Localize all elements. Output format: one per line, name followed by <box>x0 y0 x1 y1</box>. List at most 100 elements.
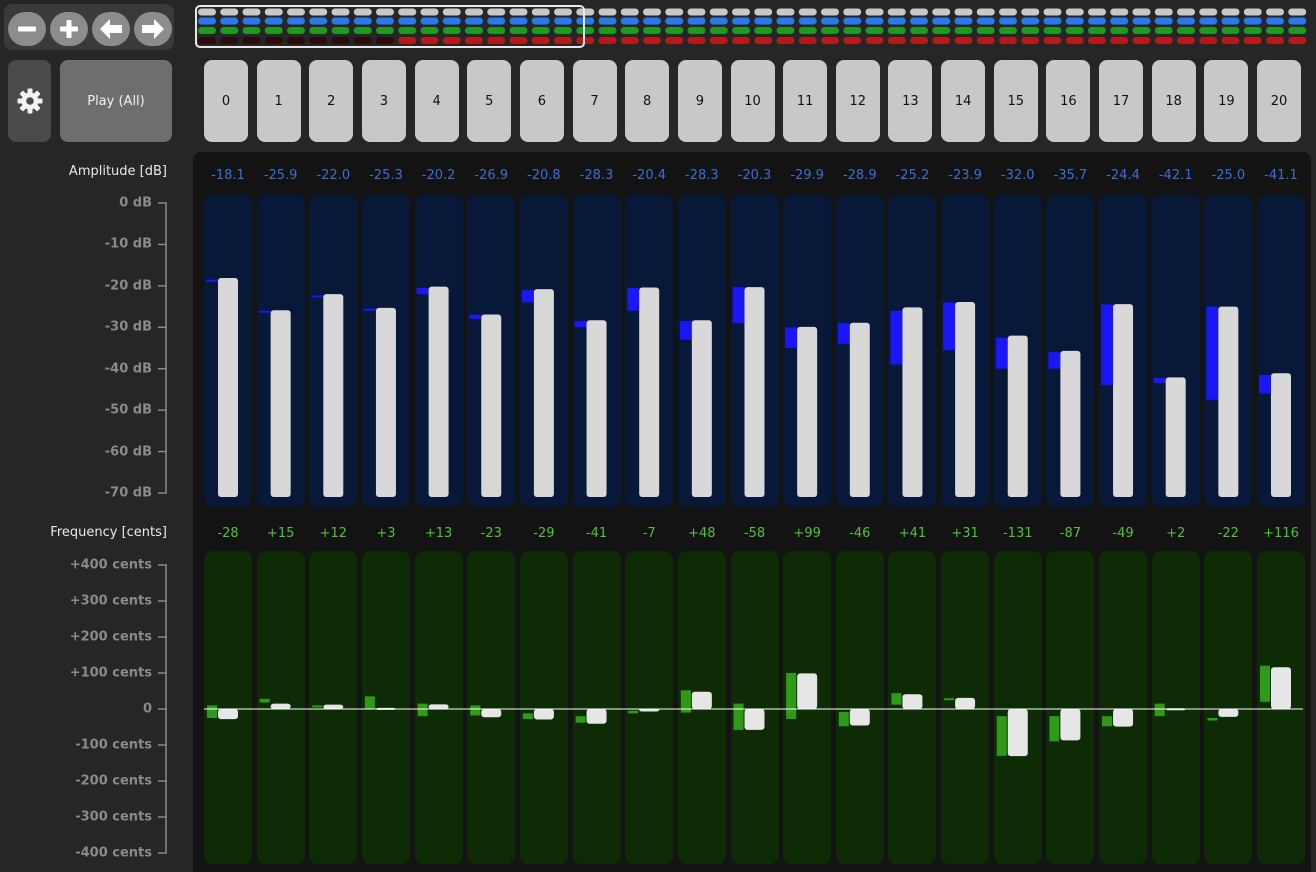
frequency-slider[interactable] <box>467 551 516 864</box>
pitch-row-marker <box>242 27 261 34</box>
frequency-slider[interactable] <box>361 551 410 864</box>
amplitude-tick-label: -10 dB <box>104 236 152 252</box>
frequency-slider[interactable] <box>677 551 726 864</box>
amplitude-slider[interactable] <box>625 195 674 507</box>
amplitude-slider[interactable] <box>414 195 463 507</box>
channel-button[interactable]: 3 <box>361 60 406 142</box>
arrow-right-icon <box>142 19 164 39</box>
amplitude-slider[interactable] <box>730 195 779 507</box>
channel-button[interactable]: 12 <box>835 60 880 142</box>
error-row-marker <box>665 37 684 44</box>
channel-button[interactable]: 2 <box>309 60 354 142</box>
amplitude-tick-label: -30 dB <box>104 319 152 335</box>
overview-marker <box>798 8 817 16</box>
overview-marker <box>554 8 572 16</box>
error-row-marker <box>1288 37 1307 44</box>
frequency-slider[interactable] <box>1151 551 1200 864</box>
amplitude-slider[interactable] <box>1204 195 1253 507</box>
pitch-row-marker <box>821 27 839 34</box>
play-all-button[interactable]: Play (All) <box>60 60 172 142</box>
amplitude-slider[interactable] <box>309 195 358 507</box>
channel-button[interactable]: 9 <box>677 60 722 142</box>
amplitude-slider[interactable] <box>1099 195 1148 507</box>
zoom-out-button[interactable] <box>8 12 46 46</box>
amplitude-slider[interactable] <box>361 195 410 507</box>
frequency-slider[interactable] <box>256 551 305 864</box>
amplitude-slider[interactable] <box>256 195 305 507</box>
zoom-in-button[interactable] <box>50 12 88 46</box>
channel-button[interactable]: 17 <box>1099 60 1144 142</box>
overview-strip[interactable] <box>196 6 1310 46</box>
amplitude-slider[interactable] <box>783 195 832 507</box>
error-row-marker <box>821 37 839 44</box>
channel-button[interactable]: 19 <box>1204 60 1249 142</box>
error-row-marker <box>1266 37 1284 44</box>
frequency-slider[interactable] <box>414 551 463 864</box>
channel-button[interactable]: 10 <box>730 60 775 142</box>
amplitude-slider[interactable] <box>835 195 884 507</box>
frequency-slider[interactable] <box>519 551 568 864</box>
frequency-slider[interactable] <box>993 551 1042 864</box>
amplitude-slider[interactable] <box>677 195 726 507</box>
pitch-row-marker <box>620 27 639 34</box>
amplitude-row-marker <box>554 17 572 25</box>
error-row-marker <box>398 37 417 44</box>
error-row-marker <box>442 37 461 44</box>
settings-button[interactable] <box>8 60 51 142</box>
amplitude-value: -28.3 <box>579 168 614 183</box>
amplitude-slider[interactable] <box>941 195 990 507</box>
channel-button[interactable]: 5 <box>467 60 512 142</box>
channel-button[interactable]: 1 <box>256 60 301 142</box>
channel-button[interactable]: 7 <box>572 60 617 142</box>
frequency-slider[interactable] <box>1257 551 1305 864</box>
channel-button[interactable]: 16 <box>1046 60 1091 142</box>
frequency-tick-label: -300 cents <box>75 809 152 825</box>
channel-button[interactable]: 0 <box>204 60 248 142</box>
channel-button[interactable]: 11 <box>783 60 828 142</box>
frequency-value: -46 <box>849 526 871 541</box>
frequency-slider[interactable] <box>783 551 832 864</box>
amplitude-row-marker <box>754 17 773 25</box>
frequency-slider[interactable] <box>204 551 252 864</box>
amplitude-slider[interactable] <box>519 195 568 507</box>
frequency-slider[interactable] <box>572 551 621 864</box>
overview-marker <box>264 8 283 16</box>
amplitude-slider[interactable] <box>572 195 621 507</box>
pitch-row-marker <box>732 27 750 34</box>
pitch-row-marker <box>1154 27 1173 34</box>
channel-button[interactable]: 18 <box>1151 60 1196 142</box>
amplitude-slider[interactable] <box>888 195 937 507</box>
frequency-slider[interactable] <box>309 551 358 864</box>
next-button[interactable] <box>134 12 172 46</box>
frequency-slider[interactable] <box>625 551 674 864</box>
frequency-slider[interactable] <box>1099 551 1148 864</box>
amplitude-row-marker <box>1154 17 1173 25</box>
frequency-slider[interactable] <box>835 551 884 864</box>
amplitude-slider[interactable] <box>1257 195 1305 507</box>
channel-button[interactable]: 20 <box>1257 60 1301 142</box>
channel-button[interactable]: 14 <box>941 60 986 142</box>
channel-button[interactable]: 13 <box>888 60 933 142</box>
previous-button[interactable] <box>92 12 130 46</box>
frequency-slider[interactable] <box>730 551 779 864</box>
amplitude-slider[interactable] <box>204 195 252 507</box>
amplitude-value: -20.2 <box>421 168 456 183</box>
amplitude-slider[interactable] <box>1151 195 1200 507</box>
amplitude-slider[interactable] <box>1046 195 1095 507</box>
overview-marker <box>1132 8 1151 16</box>
channel-button[interactable]: 4 <box>414 60 459 142</box>
amplitude-slider[interactable] <box>993 195 1042 507</box>
frequency-slider[interactable] <box>888 551 937 864</box>
channel-button[interactable]: 8 <box>625 60 670 142</box>
frequency-tick-label: -400 cents <box>75 845 152 861</box>
channel-button[interactable]: 6 <box>519 60 564 142</box>
frequency-slider[interactable] <box>1046 551 1095 864</box>
frequency-slider[interactable] <box>1204 551 1253 864</box>
overview-marker <box>220 8 239 16</box>
pitch-row-marker <box>776 27 795 34</box>
frequency-slider[interactable] <box>941 551 990 864</box>
channel-button[interactable]: 15 <box>993 60 1038 142</box>
pitch-row-marker <box>576 27 595 34</box>
frequency-value: +116 <box>1263 526 1299 541</box>
amplitude-slider[interactable] <box>467 195 516 507</box>
